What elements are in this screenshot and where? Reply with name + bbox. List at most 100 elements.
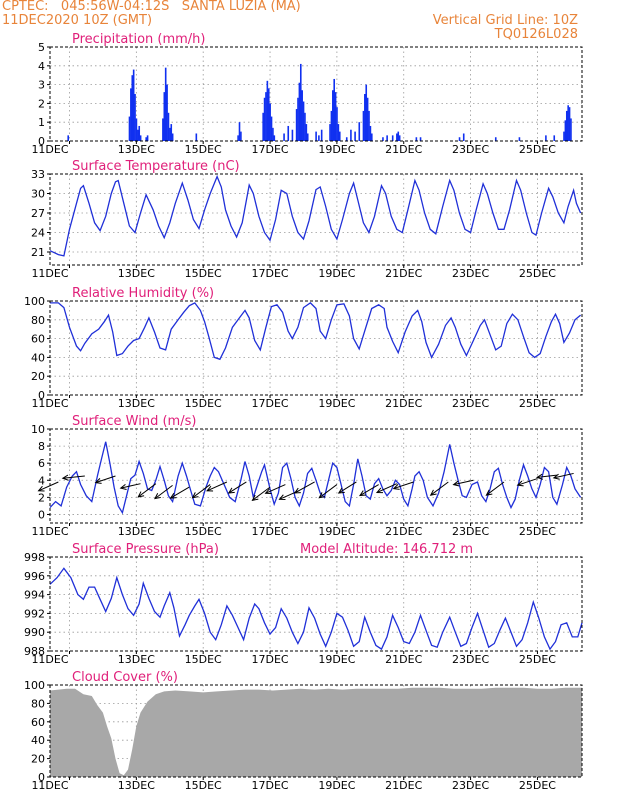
precip-bar <box>131 75 134 141</box>
precip-bar <box>462 133 465 141</box>
x-tick-label: 23DEC <box>452 267 489 280</box>
precip-bar <box>336 107 338 141</box>
precip-bar <box>366 97 369 141</box>
x-tick-label: 25DEC <box>519 267 556 280</box>
x-tick-label: 11DEC <box>31 143 68 156</box>
y-tick-label: 100 <box>24 679 45 692</box>
precip-bar <box>299 63 302 141</box>
x-tick-label: 25DEC <box>519 397 556 410</box>
precip-bar <box>350 129 352 141</box>
precip-bar <box>270 116 273 141</box>
y-tick-label: 40 <box>31 351 45 364</box>
precip-bar <box>263 97 266 141</box>
wind-arrow <box>38 481 59 492</box>
wind-arrow-head <box>375 487 383 494</box>
precip-bar <box>145 137 147 141</box>
precip-bar <box>302 101 305 141</box>
wind-arrow-head <box>251 494 259 501</box>
precip-bar <box>272 127 274 141</box>
precip-bar <box>291 129 294 141</box>
wind-arrow <box>517 478 538 486</box>
x-tick-label: 21DEC <box>385 525 422 538</box>
precip-bar <box>354 131 356 141</box>
y-tick-label: 33 <box>31 168 45 181</box>
header-right-line2: TQ0126L028 <box>494 27 578 42</box>
precip-bar <box>567 105 569 141</box>
plot-frame <box>49 46 583 142</box>
wind-arrow <box>338 481 357 494</box>
precip-bar <box>128 116 131 141</box>
precip-bar <box>163 92 166 141</box>
precip-bar <box>266 80 269 141</box>
precip-bar <box>315 131 317 141</box>
x-tick-label: 15DEC <box>185 143 222 156</box>
precip-bar <box>166 84 168 141</box>
wind-arrow-head <box>516 480 524 487</box>
precip-bar <box>369 125 372 141</box>
x-tick-label: 17DEC <box>251 143 288 156</box>
wind-arrow-head <box>318 492 326 499</box>
panel-title: Surface Wind (m/s) <box>72 414 196 429</box>
plot-frame <box>49 173 583 266</box>
y-tick-label: 21 <box>31 246 45 259</box>
precip-bar <box>330 110 333 141</box>
wind-arrow-head <box>94 478 102 484</box>
precip-bar <box>135 118 138 141</box>
wind-arrow-head <box>119 483 127 490</box>
wind-arrow <box>393 481 414 490</box>
y-tick-label: 1 <box>38 116 45 129</box>
precip-bar <box>458 137 461 141</box>
wind-arrow-head <box>227 487 235 494</box>
wind-arrow <box>154 484 173 500</box>
precip-bar <box>415 137 418 141</box>
y-tick-label: 100 <box>24 295 45 308</box>
series-line-4 <box>49 567 583 651</box>
x-tick-label: 13DEC <box>118 397 155 410</box>
plot-frame <box>49 556 583 652</box>
panel-title: Cloud Cover (%) <box>72 670 178 685</box>
x-tick-label: 19DEC <box>318 779 355 792</box>
header-left-line2: 11DEC2020 10Z (GMT) <box>2 13 153 28</box>
y-tick-label: 24 <box>31 227 45 240</box>
x-tick-label: 19DEC <box>318 267 355 280</box>
y-tick-label: 0 <box>38 389 45 402</box>
y-tick-label: 0 <box>38 135 45 148</box>
precip-bar <box>134 94 136 141</box>
panel-title: Surface Temperature (nC) <box>72 159 240 174</box>
wind-arrow <box>206 481 228 492</box>
precip-bar <box>298 82 301 141</box>
precip-bar <box>138 125 141 141</box>
x-tick-label: 25DEC <box>519 143 556 156</box>
y-tick-label: 994 <box>24 589 45 602</box>
precip-bar <box>137 129 139 141</box>
y-tick-label: 6 <box>38 457 45 470</box>
x-tick-label: 21DEC <box>385 779 422 792</box>
x-tick-label: 23DEC <box>452 397 489 410</box>
series-line-1 <box>49 174 582 257</box>
y-tick-label: 27 <box>31 207 45 220</box>
y-tick-label: 10 <box>31 423 45 436</box>
precip-bar <box>494 137 497 141</box>
precip-bar <box>269 103 271 141</box>
precip-bar <box>306 133 309 141</box>
x-tick-label: 15DEC <box>185 397 222 410</box>
precip-bar <box>318 135 320 141</box>
precip-bar <box>164 67 167 141</box>
panel-title: Surface Pressure (hPa) <box>72 542 219 557</box>
y-tick-label: 4 <box>38 474 45 487</box>
precip-bar <box>518 137 521 141</box>
y-tick-label: 0 <box>38 508 45 521</box>
precip-bar <box>329 124 331 141</box>
wind-arrow-head <box>206 485 214 492</box>
wind-arrow-head <box>61 474 69 481</box>
y-tick-label: 40 <box>31 734 45 747</box>
wind-arrow-head <box>452 480 460 487</box>
wind-arrow <box>537 474 557 478</box>
x-tick-label: 21DEC <box>385 267 422 280</box>
wind-arrow <box>430 481 449 496</box>
wind-arrow <box>553 472 574 479</box>
x-tick-label: 11DEC <box>31 653 68 666</box>
y-tick-label: 988 <box>24 645 45 658</box>
precip-bar <box>320 129 323 141</box>
y-tick-label: 2 <box>38 491 45 504</box>
